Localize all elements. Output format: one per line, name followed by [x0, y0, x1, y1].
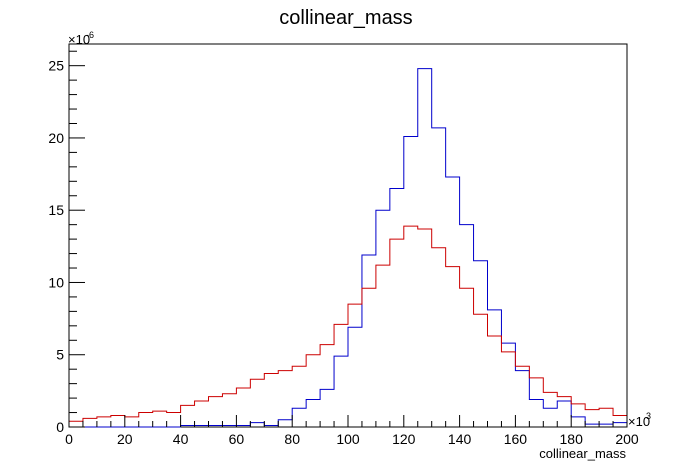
x-tick-label: 40 — [173, 431, 189, 447]
chart-title: collinear_mass — [279, 7, 412, 29]
y-tick-label: 25 — [48, 58, 64, 74]
x-tick-label: 160 — [504, 431, 528, 447]
y-tick-label: 20 — [48, 130, 64, 146]
y-tick-label: 5 — [56, 347, 64, 363]
x-multiplier-base: ×10 — [628, 414, 650, 429]
x-tick-label: 20 — [117, 431, 133, 447]
y-multiplier: ×10 -6 — [68, 30, 94, 47]
x-tick-label: 0 — [65, 431, 73, 447]
x-axis-label: collinear_mass — [539, 446, 626, 461]
x-tick-label: 180 — [560, 431, 584, 447]
x-multiplier: ×10 3 — [628, 411, 651, 429]
x-tick-label: 60 — [229, 431, 245, 447]
plot-area: 0 20 40 60 80 100 120 140 160 180 200 0 5 10 15 20 25 — [48, 43, 639, 447]
series-1-line — [69, 225, 627, 422]
y-tick-label: 10 — [48, 274, 64, 290]
x-tick-label: 80 — [284, 431, 300, 447]
y-tick-label: 0 — [56, 419, 64, 435]
y-multiplier-base: ×10 — [68, 32, 90, 47]
y-multiplier-exponent: -6 — [86, 30, 94, 40]
x-tick-label: 100 — [336, 431, 360, 447]
x-tick-label: 140 — [448, 431, 472, 447]
y-tick-label: 15 — [48, 202, 64, 218]
plot-frame — [68, 43, 628, 428]
x-tick-label: 200 — [615, 431, 639, 447]
series-0-line — [69, 68, 627, 428]
x-multiplier-exponent: 3 — [646, 411, 651, 421]
x-tick-label: 120 — [392, 431, 416, 447]
